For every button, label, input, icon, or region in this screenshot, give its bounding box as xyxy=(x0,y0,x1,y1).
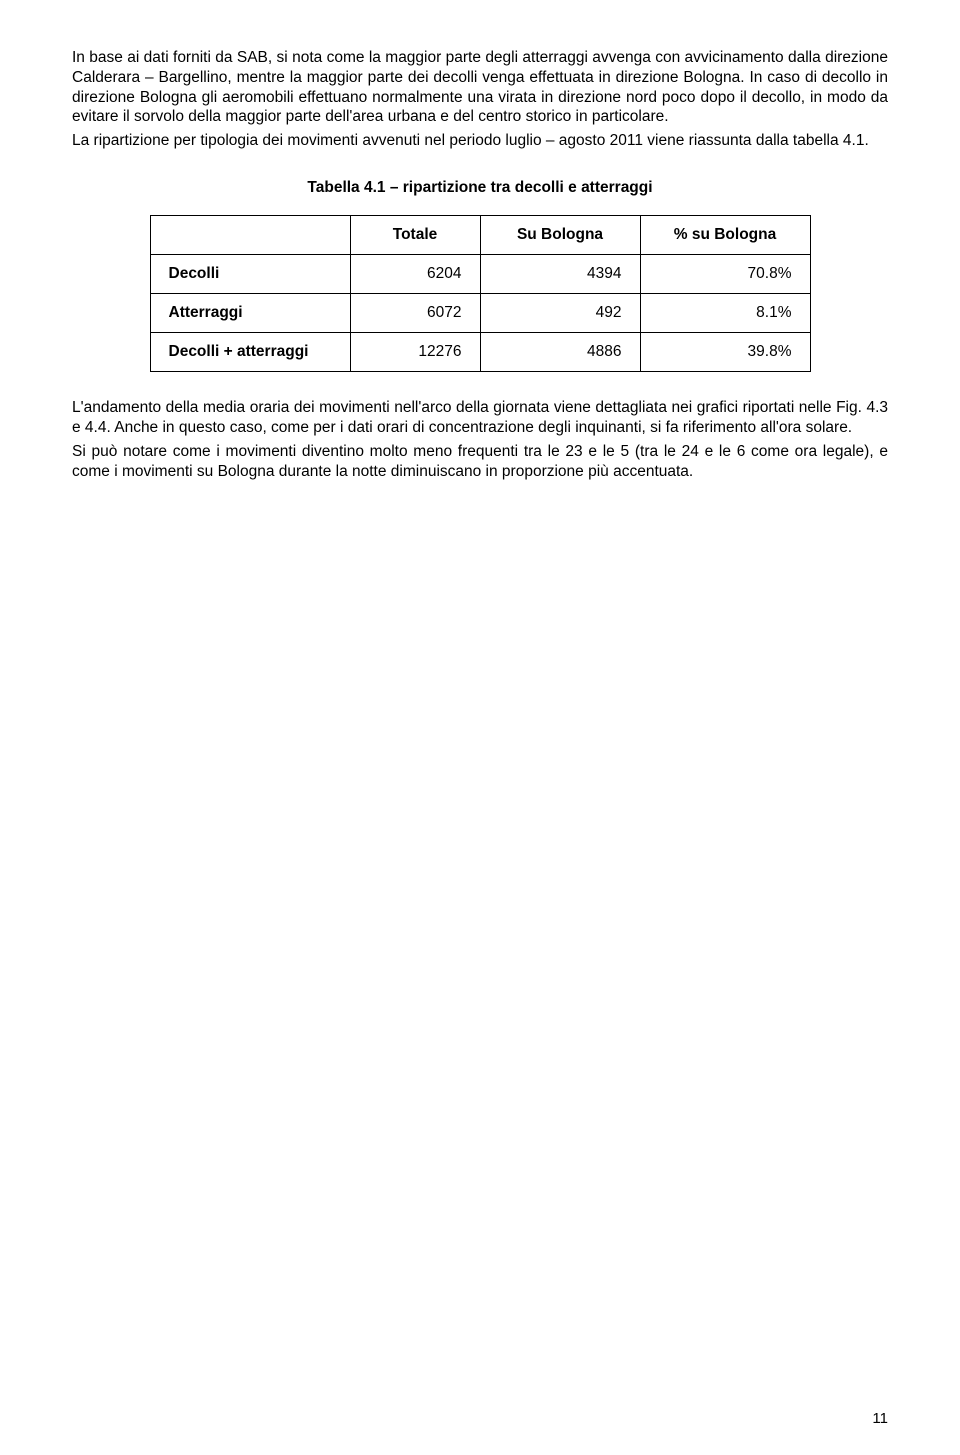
paragraph-3: L'andamento della media oraria dei movim… xyxy=(72,398,888,438)
cell-su-bologna: 492 xyxy=(480,294,640,333)
paragraph-2: La ripartizione per tipologia dei movime… xyxy=(72,131,888,151)
table-caption: Tabella 4.1 – ripartizione tra decolli e… xyxy=(72,179,888,197)
cell-su-bologna: 4886 xyxy=(480,333,640,372)
paragraph-1: In base ai dati forniti da SAB, si nota … xyxy=(72,48,888,127)
page: In base ai dati forniti da SAB, si nota … xyxy=(0,0,960,1455)
page-number: 11 xyxy=(872,1410,888,1427)
paragraph-4: Si può notare come i movimenti diventino… xyxy=(72,442,888,482)
cell-su-bologna: 4394 xyxy=(480,255,640,294)
table-row: Decolli 6204 4394 70.8% xyxy=(150,255,810,294)
row-label: Decolli + atterraggi xyxy=(150,333,350,372)
cell-pct: 39.8% xyxy=(640,333,810,372)
table-row: Decolli + atterraggi 12276 4886 39.8% xyxy=(150,333,810,372)
cell-totale: 12276 xyxy=(350,333,480,372)
row-label: Atterraggi xyxy=(150,294,350,333)
cell-pct: 8.1% xyxy=(640,294,810,333)
table-header-row: Totale Su Bologna % su Bologna xyxy=(150,216,810,255)
movements-table: Totale Su Bologna % su Bologna Decolli 6… xyxy=(150,215,811,372)
cell-totale: 6072 xyxy=(350,294,480,333)
cell-pct: 70.8% xyxy=(640,255,810,294)
col-header-pct: % su Bologna xyxy=(640,216,810,255)
cell-totale: 6204 xyxy=(350,255,480,294)
col-header-totale: Totale xyxy=(350,216,480,255)
row-label: Decolli xyxy=(150,255,350,294)
table-row: Atterraggi 6072 492 8.1% xyxy=(150,294,810,333)
col-header-su-bologna: Su Bologna xyxy=(480,216,640,255)
col-header-blank xyxy=(150,216,350,255)
